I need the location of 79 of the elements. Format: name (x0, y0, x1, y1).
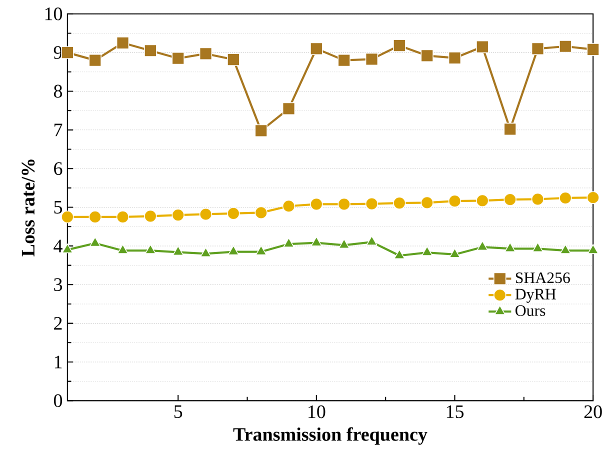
point (116, 36, 130, 50)
y-tick-label: 5 (54, 200, 62, 214)
point (200, 247, 212, 258)
x-tick-label: 15 (446, 405, 464, 418)
y-tick-label: 10 (45, 7, 62, 20)
point (531, 192, 544, 206)
point (504, 242, 516, 252)
point (88, 210, 102, 224)
point (559, 40, 572, 53)
x-tick-label: 10 (308, 405, 326, 418)
point (227, 207, 240, 220)
point (420, 49, 434, 62)
point (394, 249, 405, 259)
point (310, 42, 323, 55)
point (504, 193, 516, 206)
point (61, 46, 74, 59)
point (420, 196, 434, 209)
y-axis-title: Loss rate/% (22, 160, 35, 256)
point (448, 52, 462, 64)
point (116, 210, 130, 224)
point (531, 42, 544, 55)
y-tick-label: 0 (54, 394, 62, 408)
point (310, 198, 323, 210)
x-tick-label: 20 (584, 405, 602, 418)
point (199, 47, 212, 60)
point (365, 197, 378, 210)
point (144, 244, 156, 254)
point (365, 52, 378, 66)
point (338, 54, 350, 67)
point (532, 242, 544, 252)
legend-label: Ours (516, 305, 546, 316)
point (338, 198, 350, 210)
y-tick-label: 6 (54, 162, 62, 175)
point (199, 208, 212, 221)
point (476, 40, 489, 54)
point (588, 244, 599, 254)
point (282, 102, 296, 115)
y-tick-label: 2 (54, 316, 62, 330)
point (90, 236, 101, 247)
point (144, 44, 157, 57)
point (228, 245, 239, 256)
x-axis-title: Transmission frequency (233, 427, 428, 445)
point (586, 191, 600, 204)
y-tick-label: 4 (54, 240, 62, 252)
point (586, 43, 600, 56)
point (62, 243, 73, 254)
y-tick-label: 8 (54, 84, 62, 98)
point (393, 196, 406, 210)
point (172, 208, 184, 222)
point (227, 53, 240, 66)
point (172, 52, 184, 65)
point (256, 245, 267, 256)
legend-label: DyRH (515, 288, 556, 303)
point (504, 122, 516, 136)
point (144, 210, 157, 222)
legend-label: SHA256 (516, 272, 570, 284)
point (282, 200, 296, 212)
point (560, 244, 571, 254)
point (310, 236, 322, 246)
x-tick-label: 5 (174, 405, 182, 418)
point (476, 240, 488, 250)
point (254, 206, 268, 219)
point (476, 194, 489, 208)
y-tick-label: 3 (54, 278, 62, 291)
point (172, 246, 184, 256)
point (117, 244, 128, 254)
point (254, 124, 268, 137)
point (366, 236, 378, 246)
y-tick-label: 1 (54, 356, 62, 368)
y-tick-label: 7 (54, 124, 62, 136)
point (61, 210, 74, 224)
point (393, 39, 406, 52)
point (283, 238, 294, 248)
point (559, 192, 572, 204)
point (449, 248, 460, 258)
point (448, 194, 462, 208)
point (338, 238, 350, 249)
point (88, 54, 102, 67)
point (422, 246, 433, 256)
